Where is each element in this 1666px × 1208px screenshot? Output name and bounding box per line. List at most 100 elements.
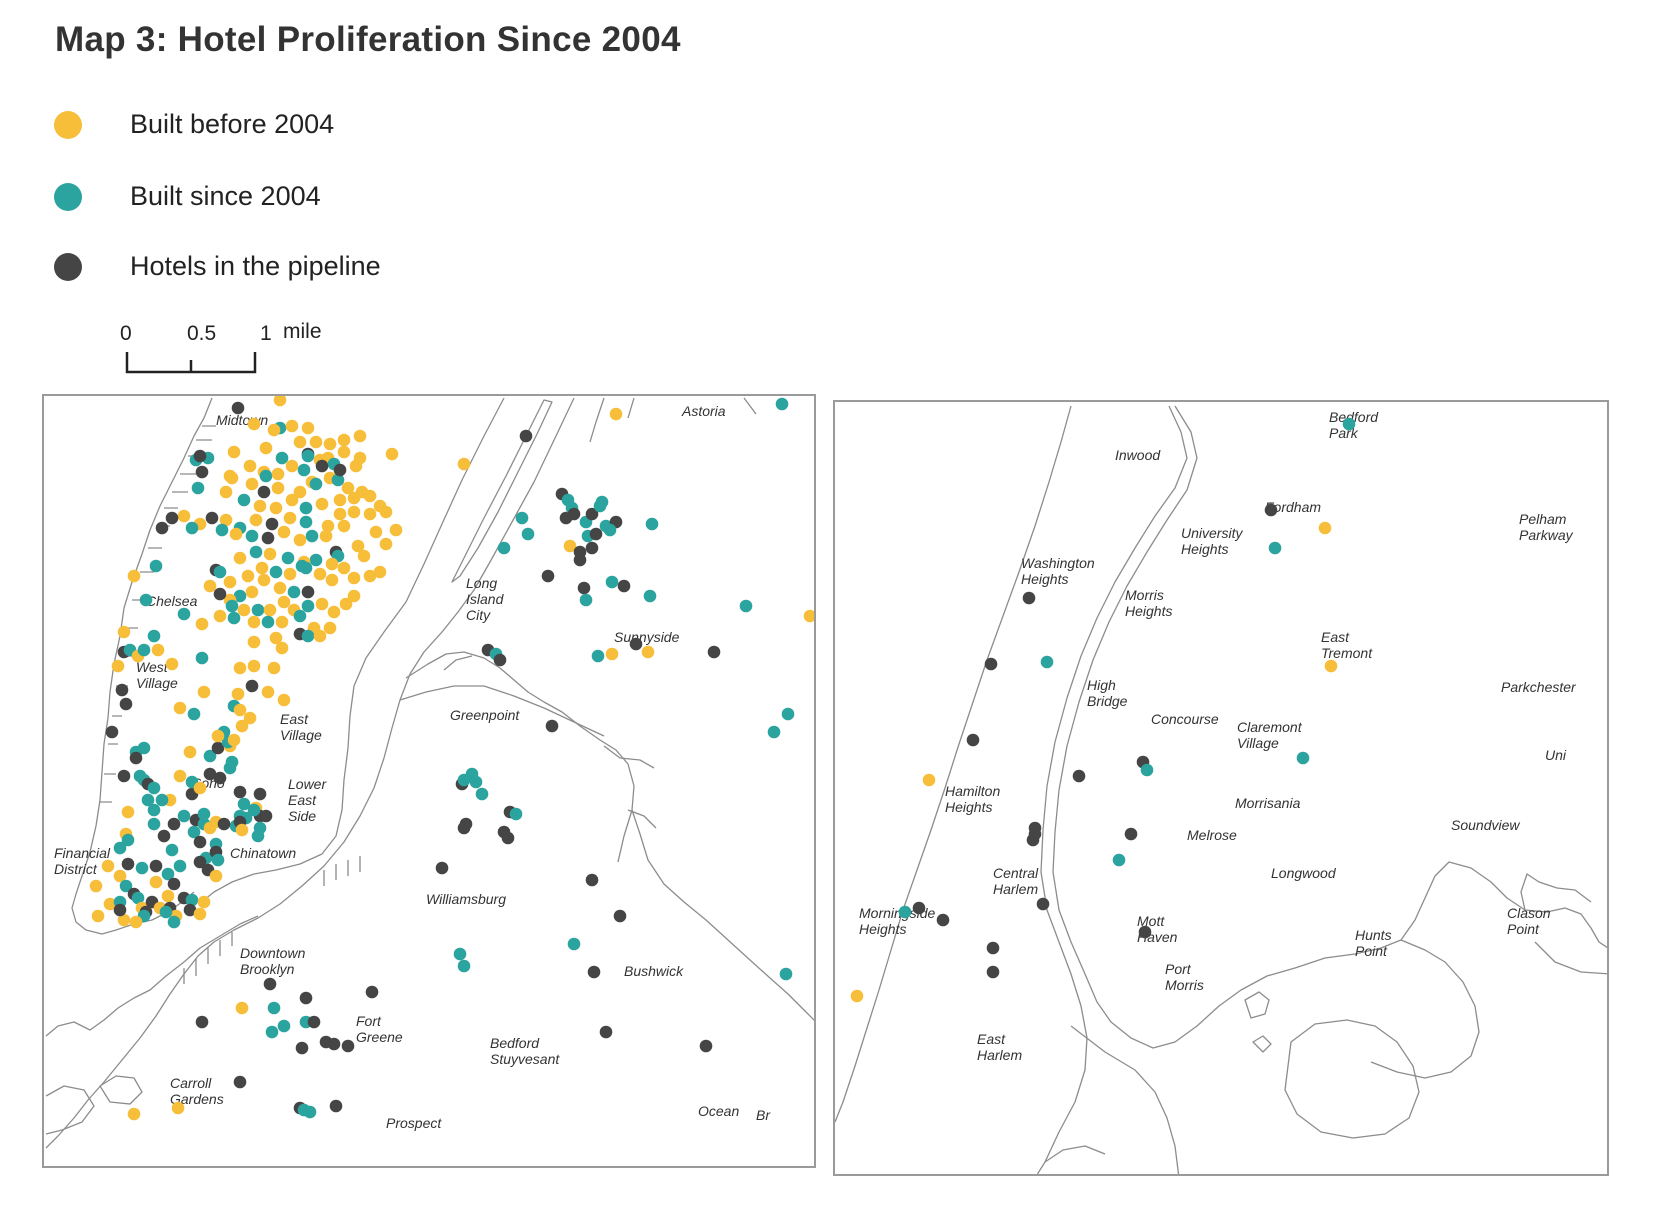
- hotel-marker-since[interactable]: [303, 1105, 317, 1119]
- hotel-marker-before[interactable]: [203, 579, 217, 593]
- hotel-marker-since[interactable]: [187, 707, 201, 721]
- hotel-marker-pipeline[interactable]: [299, 991, 313, 1005]
- hotel-marker-since[interactable]: [161, 867, 175, 881]
- hotel-marker-since[interactable]: [155, 793, 169, 807]
- hotel-marker-before[interactable]: [325, 573, 339, 587]
- hotel-marker-since[interactable]: [305, 529, 319, 543]
- hotel-marker-pipeline[interactable]: [165, 511, 179, 525]
- hotel-marker-since[interactable]: [579, 593, 593, 607]
- hotel-marker-since[interactable]: [457, 959, 471, 973]
- hotel-marker-before[interactable]: [271, 481, 285, 495]
- hotel-marker-pipeline[interactable]: [1072, 769, 1086, 783]
- hotel-marker-since[interactable]: [567, 937, 581, 951]
- hotel-marker-since[interactable]: [187, 825, 201, 839]
- hotel-marker-pipeline[interactable]: [193, 855, 207, 869]
- hotel-marker-before[interactable]: [1324, 659, 1338, 673]
- hotel-marker-before[interactable]: [323, 437, 337, 451]
- hotel-marker-pipeline[interactable]: [599, 1025, 613, 1039]
- hotel-marker-before[interactable]: [293, 435, 307, 449]
- hotel-marker-pipeline[interactable]: [231, 401, 245, 415]
- hotel-marker-before[interactable]: [325, 557, 339, 571]
- hotel-marker-before[interactable]: [922, 773, 936, 787]
- hotel-marker-since[interactable]: [213, 565, 227, 579]
- hotel-marker-before[interactable]: [195, 617, 209, 631]
- hotel-marker-before[interactable]: [319, 529, 333, 543]
- hotel-marker-pipeline[interactable]: [167, 817, 181, 831]
- hotel-marker-before[interactable]: [379, 537, 393, 551]
- hotel-marker-before[interactable]: [339, 597, 353, 611]
- hotel-marker-since[interactable]: [1112, 853, 1126, 867]
- hotel-marker-before[interactable]: [337, 445, 351, 459]
- hotel-marker-since[interactable]: [251, 603, 265, 617]
- hotel-marker-pipeline[interactable]: [567, 507, 581, 521]
- hotel-marker-pipeline[interactable]: [183, 903, 197, 917]
- map-upper-manhattan-bronx[interactable]: Bedford Park Inwood Fordham University Height…: [833, 400, 1609, 1176]
- hotel-marker-since[interactable]: [497, 541, 511, 555]
- hotel-marker-since[interactable]: [191, 481, 205, 495]
- hotel-marker-since[interactable]: [515, 511, 529, 525]
- hotel-marker-pipeline[interactable]: [585, 873, 599, 887]
- hotel-marker-pipeline[interactable]: [613, 909, 627, 923]
- hotel-marker-pipeline[interactable]: [333, 463, 347, 477]
- hotel-marker-pipeline[interactable]: [167, 877, 181, 891]
- hotel-marker-before[interactable]: [233, 703, 247, 717]
- hotel-marker-since[interactable]: [521, 527, 535, 541]
- hotel-marker-before[interactable]: [173, 701, 187, 715]
- hotel-marker-since[interactable]: [1296, 751, 1310, 765]
- hotel-marker-pipeline[interactable]: [233, 1075, 247, 1089]
- hotel-marker-before[interactable]: [117, 913, 131, 927]
- hotel-marker-pipeline[interactable]: [149, 859, 163, 873]
- hotel-marker-since[interactable]: [259, 469, 273, 483]
- hotel-marker-pipeline[interactable]: [966, 733, 980, 747]
- hotel-marker-since[interactable]: [265, 1025, 279, 1039]
- hotel-marker-since[interactable]: [197, 807, 211, 821]
- hotel-marker-before[interactable]: [233, 551, 247, 565]
- hotel-marker-since[interactable]: [781, 707, 795, 721]
- hotel-marker-since[interactable]: [173, 859, 187, 873]
- hotel-marker-pipeline[interactable]: [259, 809, 273, 823]
- hotel-marker-since[interactable]: [185, 893, 199, 907]
- hotel-marker-since[interactable]: [147, 817, 161, 831]
- hotel-marker-pipeline[interactable]: [541, 569, 555, 583]
- hotel-marker-before[interactable]: [127, 569, 141, 583]
- hotel-marker-pipeline[interactable]: [912, 901, 926, 915]
- hotel-marker-before[interactable]: [211, 729, 225, 743]
- hotel-marker-since[interactable]: [301, 599, 315, 613]
- hotel-marker-before[interactable]: [369, 525, 383, 539]
- hotel-marker-before[interactable]: [267, 423, 281, 437]
- hotel-marker-since[interactable]: [605, 575, 619, 589]
- hotel-marker-pipeline[interactable]: [211, 741, 225, 755]
- hotel-marker-pipeline[interactable]: [257, 485, 271, 499]
- hotel-marker-since[interactable]: [293, 609, 307, 623]
- hotel-marker-pipeline[interactable]: [585, 541, 599, 555]
- hotel-marker-before[interactable]: [285, 493, 299, 507]
- hotel-marker-before[interactable]: [227, 733, 241, 747]
- hotel-marker-before[interactable]: [323, 621, 337, 635]
- hotel-marker-before[interactable]: [347, 589, 361, 603]
- hotel-marker-pipeline[interactable]: [265, 517, 279, 531]
- hotel-marker-since[interactable]: [147, 629, 161, 643]
- hotel-marker-since[interactable]: [139, 593, 153, 607]
- hotel-marker-before[interactable]: [337, 433, 351, 447]
- hotel-marker-since[interactable]: [267, 1001, 281, 1015]
- hotel-marker-before[interactable]: [363, 569, 377, 583]
- hotel-marker-since[interactable]: [779, 967, 793, 981]
- hotel-marker-since[interactable]: [767, 725, 781, 739]
- hotel-marker-pipeline[interactable]: [986, 965, 1000, 979]
- hotel-marker-pipeline[interactable]: [217, 817, 231, 831]
- hotel-marker-pipeline[interactable]: [707, 645, 721, 659]
- hotel-marker-since[interactable]: [775, 397, 789, 411]
- hotel-marker-since[interactable]: [301, 449, 315, 463]
- hotel-marker-since[interactable]: [137, 643, 151, 657]
- hotel-marker-pipeline[interactable]: [365, 985, 379, 999]
- hotel-marker-before[interactable]: [121, 805, 135, 819]
- hotel-marker-since[interactable]: [269, 565, 283, 579]
- hotel-marker-since[interactable]: [591, 649, 605, 663]
- hotel-marker-pipeline[interactable]: [585, 507, 599, 521]
- hotel-marker-before[interactable]: [263, 603, 277, 617]
- hotel-marker-since[interactable]: [299, 501, 313, 515]
- hotel-marker-pipeline[interactable]: [459, 817, 473, 831]
- hotel-marker-pipeline[interactable]: [263, 977, 277, 991]
- hotel-marker-since[interactable]: [147, 803, 161, 817]
- hotel-marker-before[interactable]: [149, 875, 163, 889]
